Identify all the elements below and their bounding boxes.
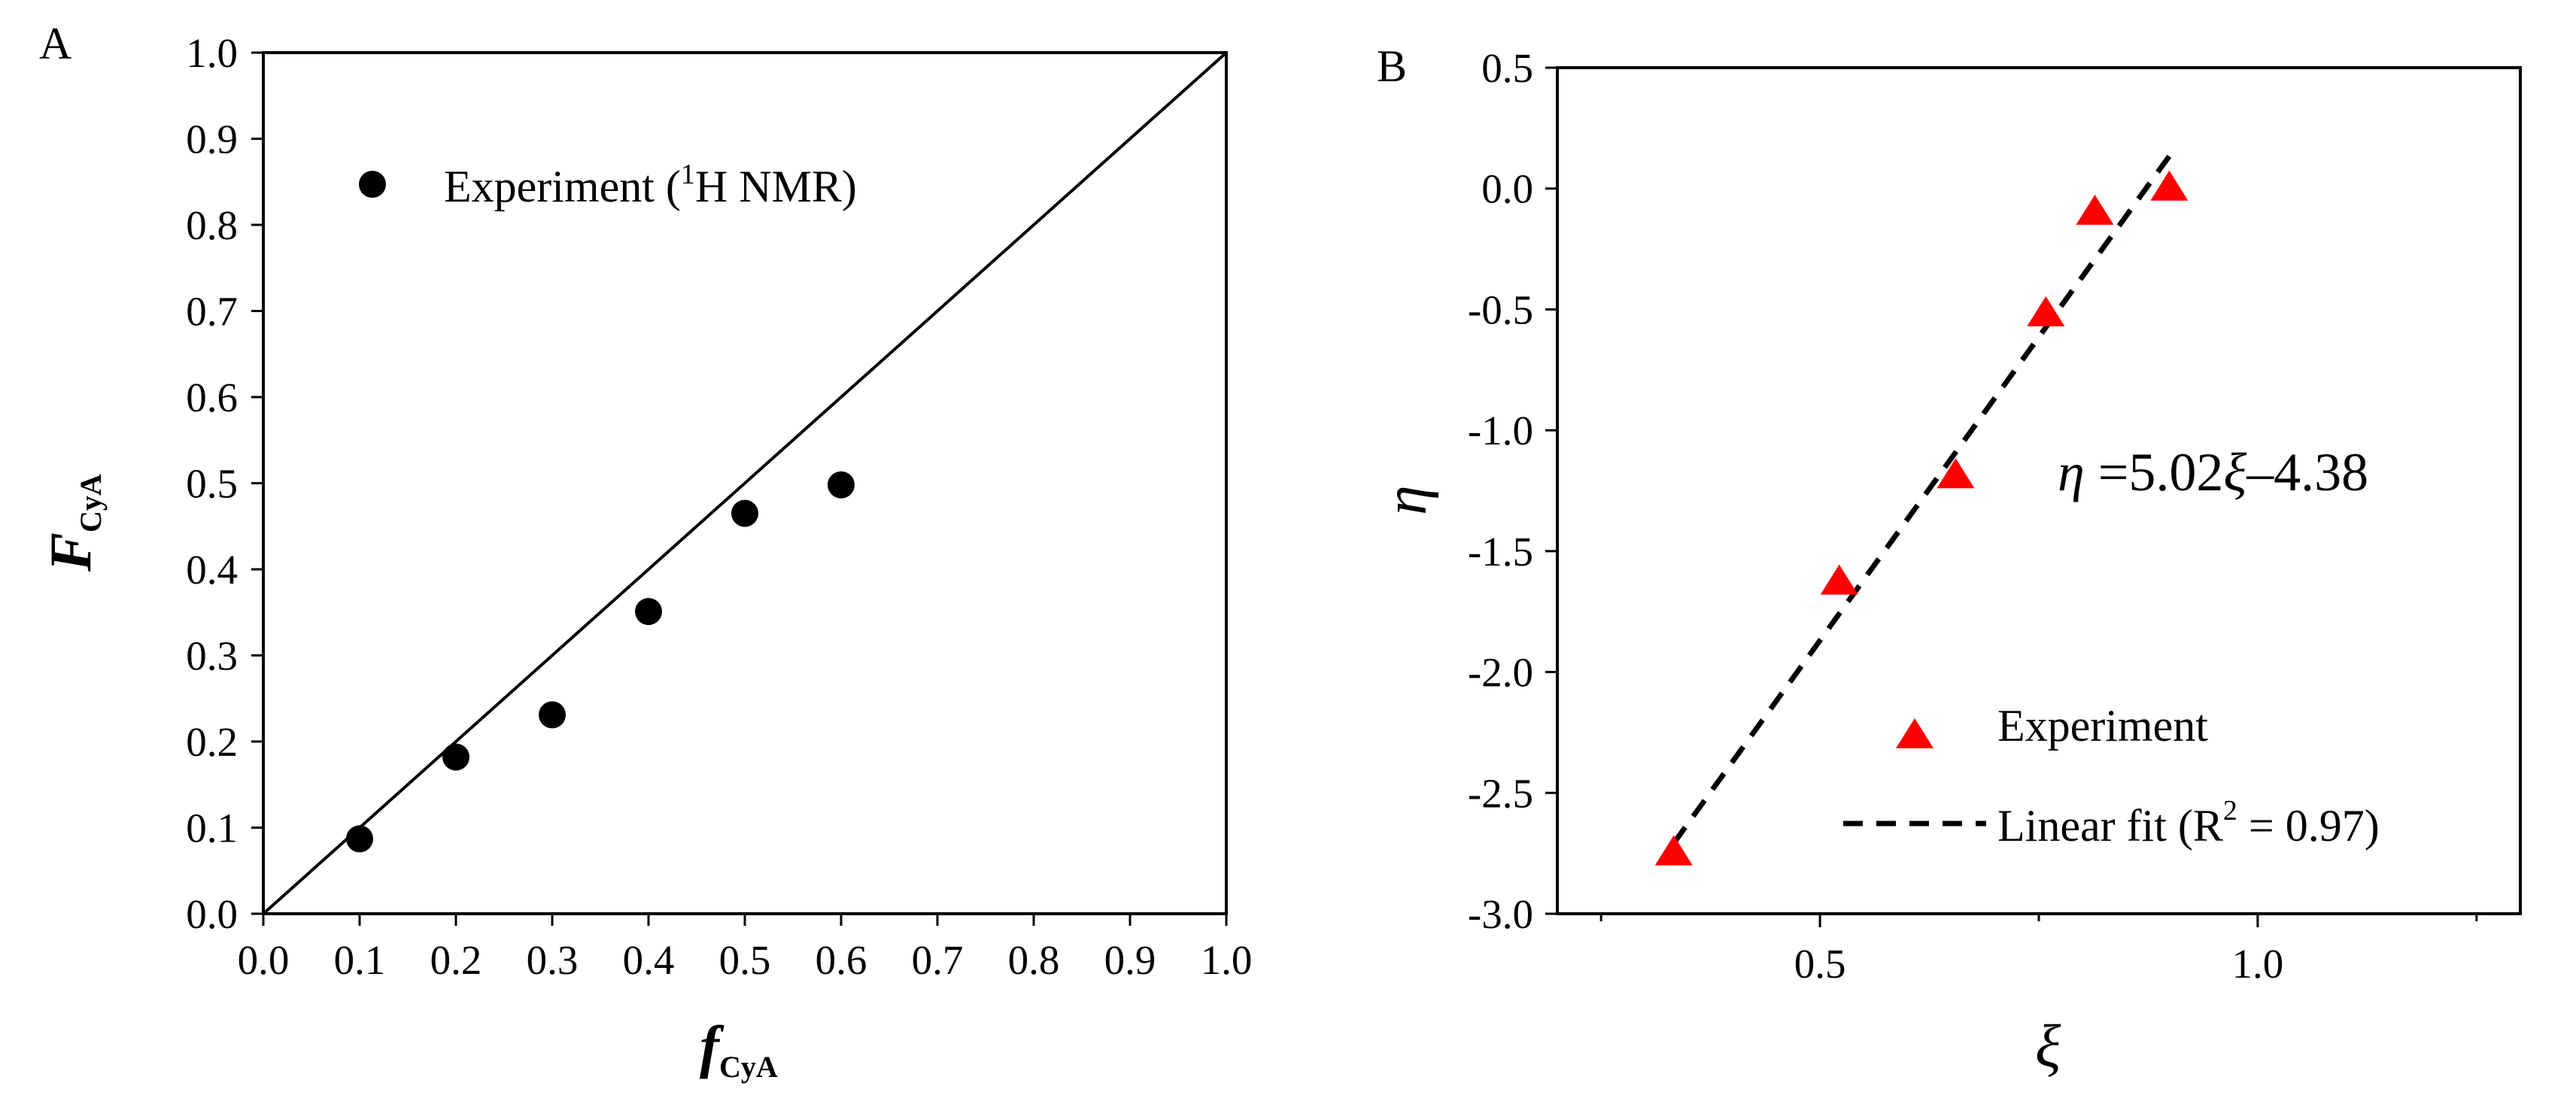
panel-b-legend-fit: Linear fit (R2 = 0.97) (1997, 795, 2380, 851)
panel-b-xtick-label: 1.0 (2232, 941, 2284, 987)
panel-a-xlabel: fCyA (700, 1014, 778, 1084)
panel-a-ytick-label: 0.1 (186, 805, 238, 851)
panel-a-xtick-label: 0.7 (912, 937, 964, 983)
panel-b-data-point (1937, 458, 1975, 489)
panel-a-xtick-label: 0.4 (623, 937, 675, 983)
panel-a-ytick-label: 0.0 (186, 891, 238, 937)
panel-b-legend-experiment: Experiment (1997, 701, 2208, 751)
panel-b: B 0.5 1.0 0.5 0.0 -0.5 -1.0 -1.5 -2.0 -2.5 -3.0 η… (1373, 41, 2522, 1080)
panel-a-ytick-label: 0.8 (186, 202, 238, 248)
panel-b-data-point (2076, 194, 2114, 225)
panel-a-data-point (731, 499, 758, 527)
panel-a-xtick-label: 0.8 (1008, 937, 1060, 983)
panel-a-diagonal-line (262, 51, 1228, 915)
panel-b-xtick-label: 0.5 (1794, 941, 1846, 987)
panel-b-ytick-label: -0.5 (1468, 287, 1533, 332)
panel-a-points (346, 471, 855, 853)
panel-b-ytick-label: 0.0 (1481, 166, 1533, 212)
panel-a-data-point (442, 743, 469, 771)
panel-a-diagonal (262, 51, 1228, 915)
panel-b-plot-frame (1556, 66, 2522, 915)
panel-b-xlabel: ξ (2035, 1014, 2061, 1080)
panel-a-xtick-label: 0.1 (334, 937, 386, 983)
panel-b-data-point (1820, 564, 1858, 595)
panel-a-label: A (39, 19, 71, 68)
panel-b-ytick-label: -2.0 (1468, 650, 1533, 696)
panel-a-ytick-label: 0.2 (186, 719, 238, 765)
panel-b-data-point (2150, 170, 2189, 201)
panel-b-ytick-label: -2.5 (1468, 770, 1533, 816)
panel-b-data-point (2027, 296, 2065, 326)
panel-a-xtick-label: 0.2 (430, 937, 482, 983)
panel-a-xtick-label: 1.0 (1201, 937, 1253, 983)
panel-b-data-point (1654, 835, 1693, 866)
panel-a-ytick-label: 0.6 (186, 375, 238, 420)
panel-a-legend-label: Experiment (1H NMR) (444, 159, 857, 211)
panel-a-ytick-label: 1.0 (186, 30, 238, 76)
panel-a-data-point (539, 701, 566, 729)
panel-b-fit-equation: η =5.02ξ–4.38 (2058, 442, 2368, 502)
panel-a-data-point (346, 825, 373, 853)
panel-b-points (1654, 170, 2189, 866)
panel-a-ytick-label: 0.4 (186, 547, 238, 593)
panel-a-xtick-label: 0.0 (238, 937, 290, 983)
panel-a-ylabel: FCyA (38, 474, 108, 572)
panel-a-xtick-label: 0.3 (527, 937, 579, 983)
panel-a-ytick-label: 0.3 (186, 633, 238, 679)
panel-a-data-point (635, 598, 662, 626)
panel-a-ytick-label: 0.9 (186, 117, 238, 162)
panel-b-ytick-label: -1.0 (1468, 408, 1533, 453)
panel-a-ytick-label: 0.5 (186, 461, 238, 507)
panel-b-fit-line (1671, 154, 2172, 845)
panel-b-label: B (1377, 41, 1407, 91)
panel-b-legend-triangle (1896, 718, 1934, 748)
panel-b-fit-line-path (1671, 154, 2172, 845)
panel-a-ticks: 0.0 0.1 0.2 0.3 0.4 0.5 0.6 0.7 0.8 0.9 1.0 0.0 0.1 0… (186, 30, 1252, 983)
panel-a: A 0.0 0.1 0.2 0.3 0.4 0.5 0.6 0.7 0.8 0.9 1.00.00.… (38, 19, 1252, 1084)
panel-a-xtick-label: 0.5 (719, 937, 771, 983)
panel-b-ylabel: η (1373, 485, 1439, 515)
panel-a-data-point (828, 471, 855, 499)
panel-a-xtick-label: 0.9 (1104, 937, 1156, 983)
panel-b-ytick-label: -1.5 (1468, 529, 1533, 575)
panel-b-ytick-label: 0.5 (1481, 45, 1533, 91)
panel-b-ytick-label: -3.0 (1468, 891, 1533, 937)
panel-a-legend-marker (359, 171, 386, 198)
panel-a-ytick-label: 0.7 (186, 289, 238, 335)
panel-b-ticks: 0.5 1.0 0.5 0.0 -0.5 -1.0 -1.5 -2.0 -2.5 -3.0 (1468, 45, 2478, 987)
panel-a-xtick-label: 0.6 (816, 937, 867, 983)
